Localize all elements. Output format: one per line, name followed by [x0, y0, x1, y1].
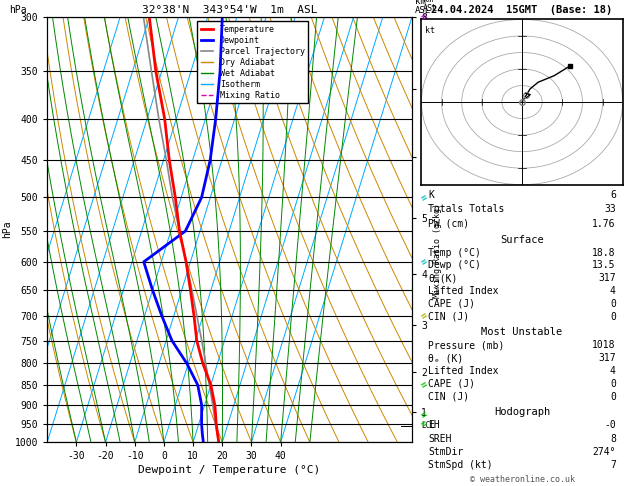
- Legend: Temperature, Dewpoint, Parcel Trajectory, Dry Adiabat, Wet Adiabat, Isotherm, Mi: Temperature, Dewpoint, Parcel Trajectory…: [198, 21, 308, 104]
- Text: 7: 7: [610, 460, 616, 470]
- Text: 4: 4: [610, 286, 616, 296]
- Text: 32°38'N  343°54'W  1m  ASL: 32°38'N 343°54'W 1m ASL: [142, 4, 318, 15]
- Text: StmSpd (kt): StmSpd (kt): [428, 460, 493, 470]
- Text: 0: 0: [610, 379, 616, 389]
- Text: ≡: ≡: [420, 11, 430, 23]
- Text: 4: 4: [610, 366, 616, 376]
- Y-axis label: hPa: hPa: [2, 221, 12, 239]
- Text: © weatheronline.co.uk: © weatheronline.co.uk: [470, 474, 574, 484]
- Text: Pressure (mb): Pressure (mb): [428, 340, 504, 350]
- Text: Temp (°C): Temp (°C): [428, 247, 481, 258]
- Text: Lifted Index: Lifted Index: [428, 286, 499, 296]
- Text: Surface: Surface: [500, 235, 544, 245]
- Text: 0: 0: [610, 392, 616, 402]
- Text: 8: 8: [610, 434, 616, 444]
- Text: 18.8: 18.8: [593, 247, 616, 258]
- Text: LCL: LCL: [421, 421, 435, 430]
- Text: 274°: 274°: [593, 447, 616, 457]
- Text: 1.76: 1.76: [593, 219, 616, 229]
- Text: θₑ (K): θₑ (K): [428, 353, 464, 363]
- Text: kt: kt: [425, 26, 435, 35]
- Text: EH: EH: [428, 420, 440, 431]
- Text: 0: 0: [610, 312, 616, 322]
- Text: ≡: ≡: [420, 256, 430, 268]
- Text: CAPE (J): CAPE (J): [428, 299, 476, 309]
- Text: K: K: [428, 190, 434, 200]
- Text: θₑ(K): θₑ(K): [428, 273, 458, 283]
- Text: -0: -0: [604, 420, 616, 431]
- Text: ≡: ≡: [420, 379, 430, 391]
- Text: Lifted Index: Lifted Index: [428, 366, 499, 376]
- Text: Mixing Ratio (g/kg): Mixing Ratio (g/kg): [433, 204, 442, 298]
- Text: Most Unstable: Most Unstable: [481, 327, 563, 337]
- Text: ≡: ≡: [420, 409, 430, 420]
- Text: 317: 317: [598, 273, 616, 283]
- Text: Totals Totals: Totals Totals: [428, 205, 504, 214]
- Text: CIN (J): CIN (J): [428, 392, 469, 402]
- Text: 0: 0: [610, 299, 616, 309]
- Text: PW (cm): PW (cm): [428, 219, 469, 229]
- Text: 13.5: 13.5: [593, 260, 616, 270]
- X-axis label: Dewpoint / Temperature (°C): Dewpoint / Temperature (°C): [138, 466, 321, 475]
- Text: hPa: hPa: [9, 4, 27, 15]
- Text: ≡: ≡: [420, 191, 430, 203]
- Text: Hodograph: Hodograph: [494, 407, 550, 417]
- Text: Dewp (°C): Dewp (°C): [428, 260, 481, 270]
- Text: SREH: SREH: [428, 434, 452, 444]
- Text: StmDir: StmDir: [428, 447, 464, 457]
- Text: 6: 6: [610, 190, 616, 200]
- Text: CAPE (J): CAPE (J): [428, 379, 476, 389]
- Text: 24.04.2024  15GMT  (Base: 18): 24.04.2024 15GMT (Base: 18): [431, 4, 613, 15]
- Text: ≡: ≡: [420, 311, 430, 322]
- Text: km
ASL: km ASL: [423, 0, 438, 13]
- Text: ≡: ≡: [420, 418, 430, 430]
- Text: 1018: 1018: [593, 340, 616, 350]
- Text: CIN (J): CIN (J): [428, 312, 469, 322]
- Text: 33: 33: [604, 205, 616, 214]
- Text: km
ASL: km ASL: [415, 0, 431, 15]
- Text: 317: 317: [598, 353, 616, 363]
